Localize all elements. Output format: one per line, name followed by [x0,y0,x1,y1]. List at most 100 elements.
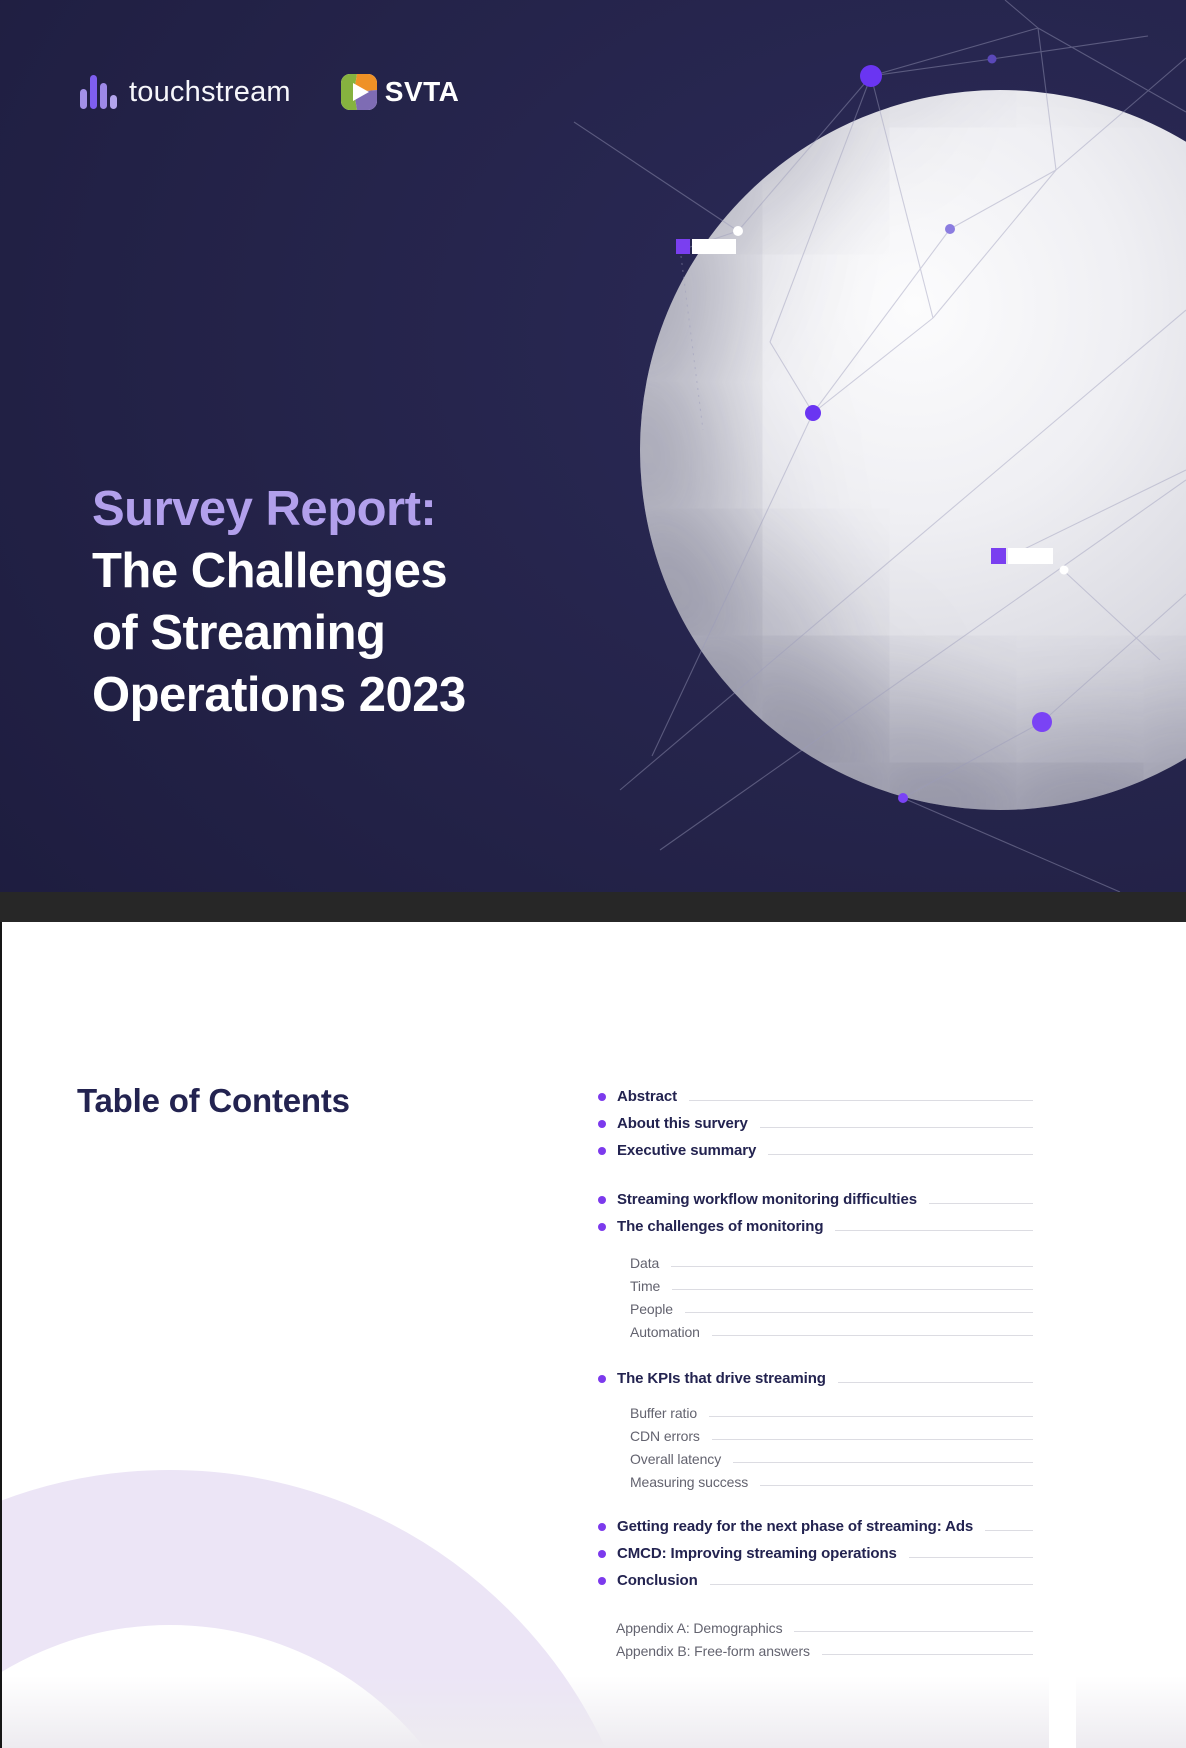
toc-leader-line [768,1154,1033,1155]
toc-item[interactable]: Streaming workflow monitoring difficulti… [598,922,1076,1748]
svta-logo-text: SVTA [384,76,460,107]
toc-item[interactable]: Time10 [598,922,1076,1748]
bullet-icon [598,1374,606,1383]
toc-item-label: Conclusion [617,1572,698,1589]
toc-leader-line [672,1289,1033,1290]
bullet-icon [598,1146,606,1155]
toc-item-label: Executive summary [617,1142,757,1159]
marker-pill [676,239,736,254]
toc-leader-line [837,1382,1033,1383]
toc-item-label: Time [630,1277,661,1294]
toc-item-label: The challenges of monitoring [617,1218,824,1235]
toc-item[interactable]: Appendix B: Free-form answers 22 [598,922,1076,1748]
sphere-graphic [640,90,1186,810]
toc-leader-line [794,1631,1033,1632]
toc-group: Buffer ratio16CDN errors16Overall latenc… [598,922,1076,1748]
toc-item-label: People [630,1300,673,1317]
toc-group: Getting ready for the next phase of stre… [598,922,1076,1748]
marker-square-icon [991,548,1006,564]
toc-group: The KPIs that drive streaming14 [598,922,1076,1748]
toc-item[interactable]: Getting ready for the next phase of stre… [598,922,1076,1748]
toc-item-label: Measuring success [630,1473,749,1490]
toc-item[interactable]: Appendix A: Demographics 22 [598,922,1076,1748]
touchstream-logo: touchstream [80,75,291,109]
toc-leader-line [760,1485,1033,1486]
toc-item[interactable]: Measuring success17 [598,922,1076,1748]
toc-leader-line [685,1312,1033,1313]
hero-section: touchstream SVTA Survey Report: [0,0,1186,892]
toc-leader-line [711,1439,1033,1440]
toc-item-label: Streaming workflow monitoring difficulti… [617,1191,917,1208]
toc-leader-line [821,1654,1033,1655]
toc-leader-line [689,1100,1033,1101]
toc-heading: Table of Contents [77,1082,350,1119]
toc-section: Table of Contents Abstract3About this su… [0,922,1186,1748]
title-line-4: Operations 2023 [92,668,466,722]
title-line-2: The Challenges [92,544,448,598]
svta-logo: SVTA [340,74,460,110]
toc-group: Streaming workflow monitoring difficulti… [598,922,1076,1748]
marker-bar-icon [1008,548,1053,564]
bullet-icon [598,1522,606,1531]
toc-item[interactable]: Conclusion21 [598,922,1076,1748]
toc-leader-line [759,1127,1033,1128]
title-line-3: of Streaming [92,606,386,660]
marker-square-icon [676,239,690,254]
toc-item[interactable]: The challenges of monitoring6 [598,922,1076,1748]
bullet-icon [598,1222,606,1231]
network-node-dot [987,54,997,64]
toc-item-label: Appendix A: Demographics [616,1619,783,1636]
network-node-dot [860,65,882,87]
toc-item-label: CMCD: Improving streaming operations [617,1545,897,1562]
toc-item-label: About this survery [617,1115,748,1132]
page-left-edge [0,922,2,1748]
toc-group: Data8Time10People12Automation13 [598,922,1076,1748]
toc-item-label: Getting ready for the next phase of stre… [617,1518,974,1535]
toc-leader-line [711,1335,1033,1336]
equalizer-bars-icon [80,75,120,109]
toc-item[interactable]: The KPIs that drive streaming14 [598,922,1076,1748]
toc-item-label: Overall latency [630,1450,722,1467]
toc-item[interactable]: About this survery3 [598,922,1076,1748]
title-accent-line: Survey Report: [92,482,437,536]
toc-item-label: CDN errors [630,1427,700,1444]
toc-item-label: Abstract [617,1088,678,1105]
toc-item[interactable]: CDN errors16 [598,922,1076,1748]
toc-group: Appendix A: Demographics22Appendix B: Fr… [598,922,1076,1748]
toc-list: Abstract3About this survery3Executive su… [598,922,1076,1748]
play-icon [340,74,377,110]
toc-item[interactable]: Data8 [598,922,1076,1748]
bullet-icon [598,1092,606,1101]
toc-item-label: Buffer ratio [630,1404,698,1421]
toc-page-number: 22 [1049,922,1076,1748]
toc-leader-line [671,1266,1033,1267]
toc-leader-line [928,1203,1033,1204]
toc-item[interactable]: Executive summary4 [598,922,1076,1748]
marker-bar-icon [692,239,736,254]
toc-item-label: The KPIs that drive streaming [617,1370,826,1387]
toc-leader-line [709,1416,1033,1417]
separator-strip [0,892,1186,922]
toc-item[interactable]: Overall latency16 [598,922,1076,1748]
toc-item[interactable]: Automation13 [598,922,1076,1748]
brand-row: touchstream SVTA [80,74,459,110]
toc-item-label: Data [630,1254,660,1271]
toc-group: Abstract3About this survery3Executive su… [598,922,1076,1748]
toc-leader-line [985,1530,1033,1531]
toc-leader-line [908,1557,1033,1558]
report-title: Survey Report: The Challenges of Streami… [92,478,466,726]
toc-leader-line [835,1230,1033,1231]
toc-item[interactable]: CMCD: Improving streaming operations19 [598,922,1076,1748]
bullet-icon [598,1195,606,1204]
toc-item[interactable]: Abstract3 [598,922,1076,1748]
toc-item-label: Automation [630,1323,700,1340]
touchstream-logo-text: touchstream [129,75,291,108]
toc-item[interactable]: People12 [598,922,1076,1748]
bottom-fade-decoration [0,1676,1186,1748]
marker-pill [991,548,1053,564]
toc-item-label: Appendix B: Free-form answers [616,1642,810,1659]
bullet-icon [598,1576,606,1585]
toc-item[interactable]: Buffer ratio16 [598,922,1076,1748]
toc-leader-line [733,1462,1033,1463]
